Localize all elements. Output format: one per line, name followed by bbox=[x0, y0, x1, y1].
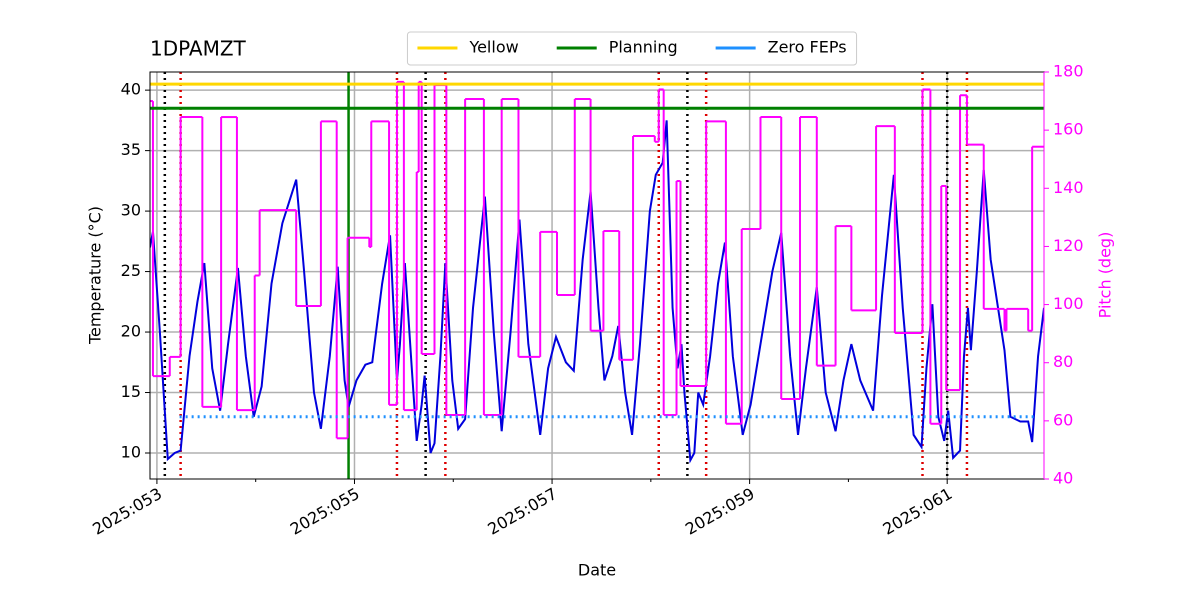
plot-area bbox=[150, 72, 1044, 479]
y2-tick-label: 120 bbox=[1053, 236, 1084, 255]
series-line bbox=[150, 120, 1044, 464]
y2-tick-label: 140 bbox=[1053, 178, 1084, 197]
legend-box bbox=[406, 31, 858, 66]
x-tick-label: 2025:057 bbox=[484, 484, 560, 539]
x-axis-label: Date bbox=[578, 561, 616, 580]
y2-tick-label: 60 bbox=[1053, 410, 1073, 429]
x-tick-label: 2025:053 bbox=[89, 484, 165, 539]
legend: Yellow Planning Zero FEPs bbox=[406, 31, 858, 66]
y2-axis-label: Pitch (deg) bbox=[1096, 232, 1115, 319]
y-tick-label: 15 bbox=[121, 382, 141, 401]
y-tick-label: 40 bbox=[121, 80, 141, 99]
legend-label: Yellow bbox=[468, 38, 518, 57]
x-tick-label: 2025:059 bbox=[682, 484, 758, 539]
y-tick-label: 10 bbox=[121, 442, 141, 461]
chart-title: 1DPAMZT bbox=[150, 37, 247, 61]
y-tick-label: 20 bbox=[121, 322, 141, 341]
y-tick-label: 30 bbox=[121, 201, 141, 220]
y2-tick-label: 180 bbox=[1053, 62, 1084, 81]
y2-tick-label: 80 bbox=[1053, 352, 1073, 371]
y2-tick-label: 40 bbox=[1053, 469, 1073, 488]
x-tick-label: 2025:055 bbox=[287, 484, 363, 539]
y-axis-label: Temperature (°C) bbox=[86, 206, 105, 345]
y-tick-label: 35 bbox=[121, 140, 141, 159]
legend-label: Zero FEPs bbox=[768, 38, 847, 57]
y2-tick-label: 100 bbox=[1053, 294, 1084, 313]
y2-tick-label: 160 bbox=[1053, 120, 1084, 139]
x-tick-label: 2025:061 bbox=[880, 484, 956, 539]
legend-label: Planning bbox=[609, 38, 678, 57]
y-tick-label: 25 bbox=[121, 261, 141, 280]
